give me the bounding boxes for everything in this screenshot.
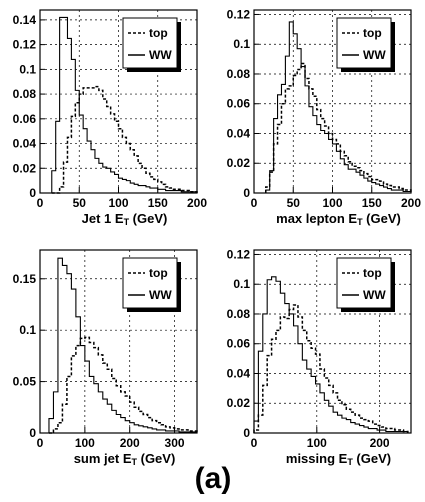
- y-tick-label: 0.12: [227, 7, 251, 21]
- chart-panel-2: 0 50 100 150 200 0 0.02 0.04 0.06 0.08 0.1 0.12 max …: [227, 7, 422, 227]
- y-tick-label: 0.08: [227, 67, 251, 81]
- y-tick-label: 0.08: [13, 87, 37, 101]
- x-axis-label: missing ET (GeV): [286, 451, 391, 467]
- y-tick-label: 0: [243, 426, 250, 440]
- y-tick-label: 0.02: [227, 396, 251, 410]
- chart-panel-1: 0 50 100 150 200 0 0.02 0.04 0.06 0.08 0.1 0.12 0.14…: [13, 9, 207, 227]
- x-tick-label: 200: [401, 196, 421, 210]
- x-tick-label: 100: [75, 436, 95, 450]
- series-ww-histogram: [51, 16, 198, 193]
- y-tick-label: 0: [29, 426, 36, 440]
- x-tick-label: 200: [120, 436, 140, 450]
- series-top-histogram: [265, 62, 412, 193]
- x-tick-label: 50: [287, 196, 301, 210]
- x-tick-label: 50: [73, 196, 87, 210]
- x-tick-label: 0: [251, 436, 258, 450]
- x-tick-label: 0: [37, 196, 44, 210]
- y-tick-label: 0.04: [13, 137, 37, 151]
- y-tick-label: 0.14: [13, 13, 37, 27]
- series-ww-histogram: [48, 257, 198, 433]
- y-tick-label: 0.12: [227, 247, 251, 261]
- series-top-histogram: [253, 304, 409, 433]
- y-tick-label: 0.06: [227, 97, 251, 111]
- legend-label-top: top: [363, 266, 382, 280]
- legend-label-ww: WW: [363, 48, 386, 62]
- plot-frame: [39, 249, 198, 434]
- legend: top WW: [122, 17, 181, 72]
- y-tick-label: 0.1: [233, 277, 250, 291]
- x-tick-label: 100: [322, 196, 342, 210]
- x-axis-label: max lepton ET (GeV): [276, 211, 401, 227]
- legend-label-ww: WW: [149, 48, 172, 62]
- y-tick-label: 0.1: [19, 62, 36, 76]
- y-tick-label: 0.06: [227, 337, 251, 351]
- y-tick-label: 0.04: [227, 366, 251, 380]
- y-tick-label: 0.02: [13, 161, 37, 175]
- legend-label-ww: WW: [149, 288, 172, 302]
- series-top-histogram: [51, 85, 198, 194]
- x-tick-label: 150: [148, 196, 168, 210]
- x-tick-label: 300: [165, 436, 185, 450]
- x-tick-label: 150: [362, 196, 382, 210]
- y-tick-label: 0.02: [227, 156, 251, 170]
- legend-label-ww: WW: [363, 288, 386, 302]
- series-ww-histogram: [265, 21, 412, 193]
- legend-label-top: top: [149, 26, 168, 40]
- x-tick-label: 0: [251, 196, 258, 210]
- legend: top WW: [336, 17, 395, 72]
- series-top-histogram: [48, 336, 198, 434]
- y-tick-label: 0.05: [13, 375, 37, 389]
- legend-box: [336, 17, 392, 69]
- y-tick-label: 0.1: [233, 37, 250, 51]
- legend-box: [336, 257, 392, 309]
- y-tick-label: 0.12: [13, 38, 37, 52]
- x-axis-label: Jet 1 ET (GeV): [82, 211, 168, 227]
- legend: top WW: [336, 257, 395, 312]
- legend: top WW: [122, 257, 181, 312]
- legend-label-top: top: [149, 266, 168, 280]
- y-tick-label: 0.15: [13, 272, 37, 286]
- legend-label-top: top: [363, 26, 382, 40]
- y-tick-label: 0.08: [227, 307, 251, 321]
- y-tick-label: 0.1: [19, 323, 36, 337]
- x-tick-label: 200: [370, 436, 390, 450]
- y-tick-label: 0: [243, 186, 250, 200]
- y-tick-label: 0: [29, 186, 36, 200]
- y-tick-label: 0.06: [13, 112, 37, 126]
- figure-caption: (a): [195, 462, 232, 495]
- x-axis-label: sum jet ET (GeV): [74, 451, 176, 467]
- plot-frame: [253, 249, 412, 434]
- x-tick-label: 200: [187, 196, 207, 210]
- legend-box: [122, 257, 178, 309]
- series-ww-histogram: [253, 276, 409, 433]
- chart-panel-4: 0 100 200 0 0.02 0.04 0.06 0.08 0.1 0.12 missing E…: [227, 247, 412, 467]
- x-tick-label: 0: [37, 436, 44, 450]
- chart-panel-3: 0 100 200 300 0 0.05 0.1 0.15 sum jet ET (GeV) to…: [13, 249, 198, 467]
- x-tick-label: 100: [108, 196, 128, 210]
- y-tick-label: 0.04: [227, 126, 251, 140]
- x-tick-label: 100: [307, 436, 327, 450]
- legend-box: [122, 17, 178, 69]
